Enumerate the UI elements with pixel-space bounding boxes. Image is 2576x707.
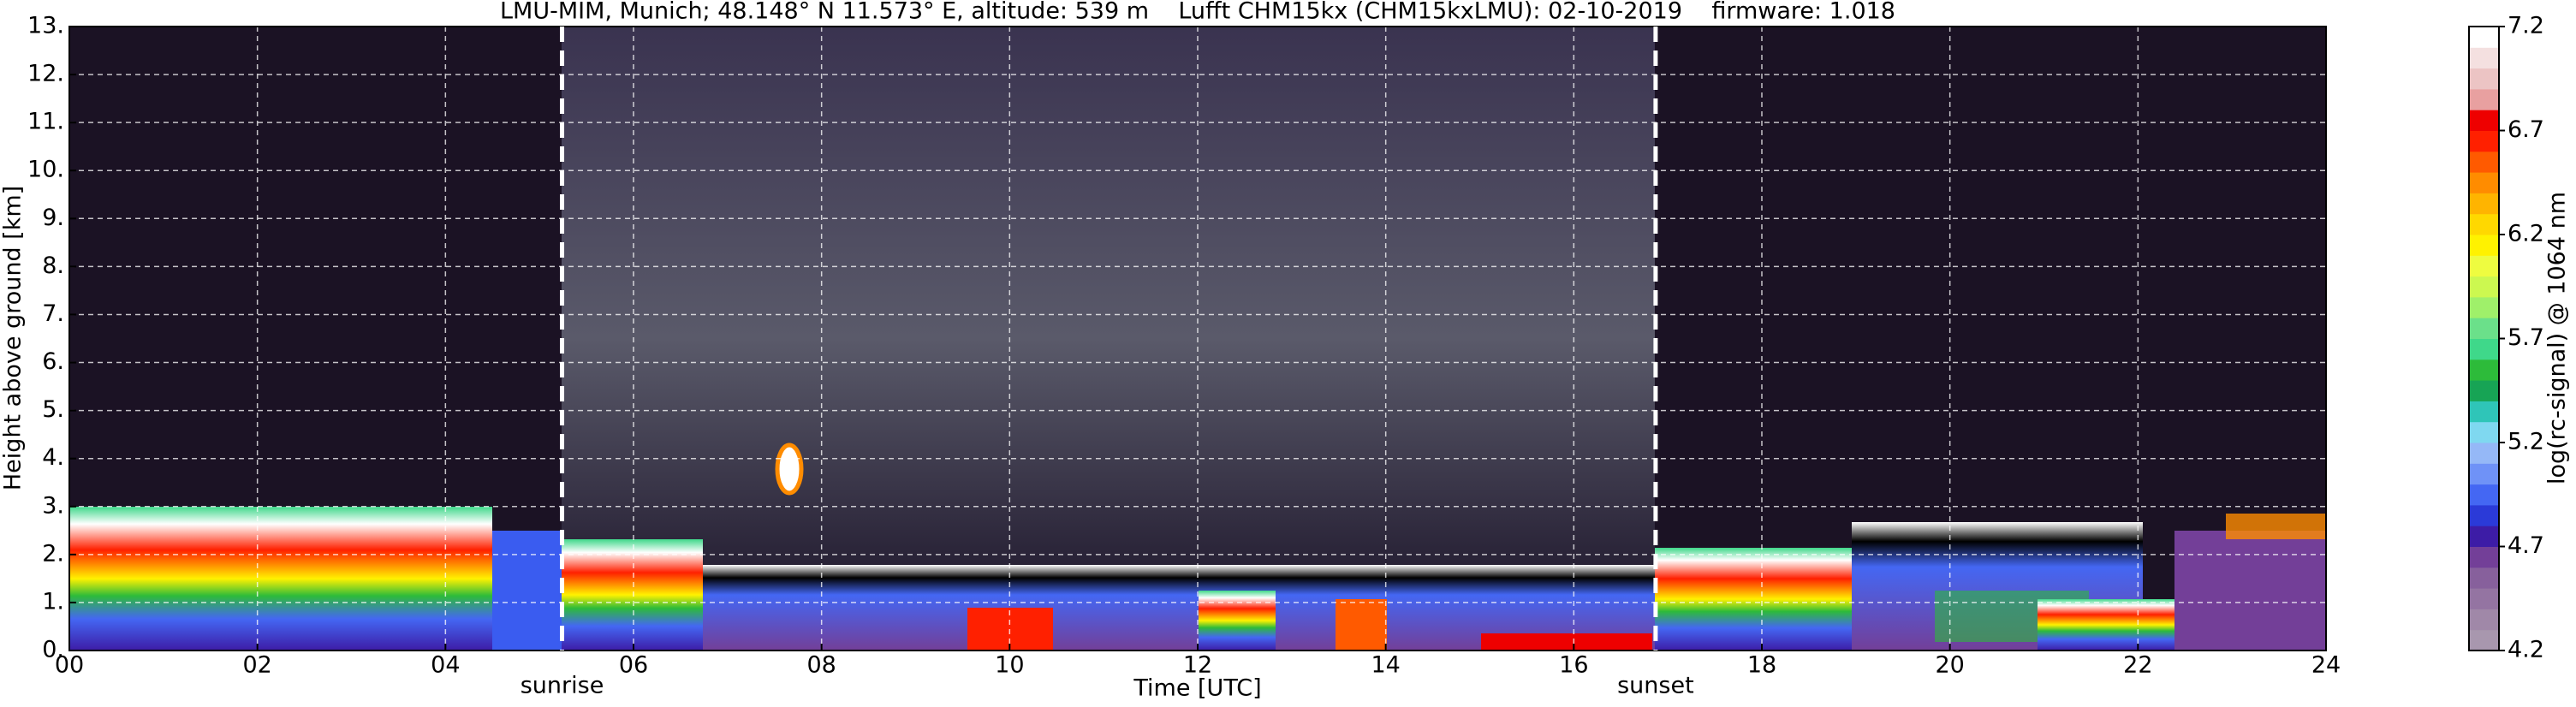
colorbar-swatch [2469,151,2499,173]
y-tick-label: 2. [42,540,64,567]
y-tick-label: 4. [42,444,64,471]
colorbar-label: log(rc-signal) @ 1064 nm [2544,192,2571,484]
y-tick-label: 13. [27,13,64,39]
colorbar-swatch [2469,629,2499,651]
y-tick-label: 5. [42,396,64,423]
colorbar-swatch [2469,484,2499,506]
x-tick-label: 16 [1559,652,1588,679]
colorbar-swatch [2469,296,2499,318]
colorbar-swatch [2469,359,2499,381]
colorbar-swatch [2469,318,2499,339]
y-tick-label: 9. [42,205,64,231]
colorbar-tick-label: 7.2 [2508,13,2544,39]
colorbar-swatch [2469,380,2499,401]
colorbar-swatch [2469,421,2499,443]
colorbar-swatch [2469,27,2499,48]
colorbar-swatch [2469,130,2499,152]
y-tick-label: 1. [42,588,64,615]
x-tick-label: 04 [431,652,460,679]
y-tick-label: 11. [27,109,64,135]
colorbar-swatch [2469,47,2499,69]
x-tick-label: 14 [1371,652,1400,679]
y-tick-label: 7. [42,300,64,327]
colorbar-tick-label: 5.2 [2508,429,2544,455]
annotation-label: sunset [1617,673,1694,699]
colorbar-swatch [2469,588,2499,609]
colorbar-swatch [2469,68,2499,90]
colorbar-tick-label: 4.2 [2508,637,2544,663]
y-tick-label: 10. [27,157,64,183]
x-tick-label: 00 [55,652,84,679]
annotation-label: sunrise [521,673,604,699]
x-tick-label: 24 [2311,652,2341,679]
colorbar-swatch [2469,338,2499,360]
colorbar-tick-label: 5.7 [2508,324,2544,351]
chart-title: LMU-MIM, Munich; 48.148° N 11.573° E, al… [500,0,1895,25]
colorbar-swatch [2469,193,2499,215]
y-axis-label: Height above ground [km] [0,186,27,490]
colorbar-swatch [2469,504,2499,526]
colorbar-swatch [2469,546,2499,568]
colorbar-swatch [2469,567,2499,589]
colorbar-swatch [2469,110,2499,131]
colorbar-tick-label: 4.7 [2508,532,2544,559]
colorbar-swatch [2469,255,2499,277]
colorbar-swatch [2469,213,2499,235]
colorbar-swatch [2469,276,2499,298]
x-tick-label: 08 [806,652,836,679]
x-tick-label: 02 [242,652,271,679]
colorbar-tick-label: 6.2 [2508,221,2544,247]
x-tick-label: 06 [619,652,648,679]
y-tick-label: 8. [42,253,64,279]
y-tick-label: 12. [27,61,64,87]
x-tick-label: 10 [995,652,1024,679]
colorbar-tick-label: 6.7 [2508,116,2544,143]
y-tick-label: 6. [42,348,64,375]
x-tick-label: 18 [1747,652,1776,679]
x-tick-label: 22 [2123,652,2152,679]
x-tick-label: 20 [1935,652,1964,679]
y-tick-label: 3. [42,492,64,519]
x-tick-label: 12 [1183,652,1212,679]
colorbar-swatch [2469,235,2499,256]
colorbar-swatch [2469,463,2499,485]
colorbar-swatch [2469,172,2499,193]
colorbar-swatch [2469,401,2499,423]
colorbar-swatch [2469,609,2499,631]
colorbar-swatch [2469,526,2499,547]
colorbar-swatch [2469,443,2499,464]
x-axis-label: Time [UTC] [1133,675,1261,702]
y-tick-label: 0. [42,637,64,663]
colorbar-swatch [2469,88,2499,110]
